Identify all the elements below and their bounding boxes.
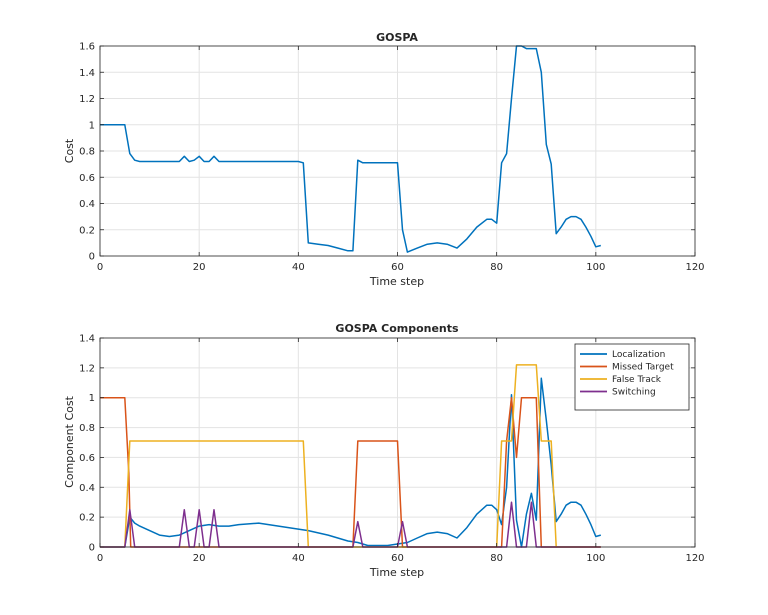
components-xtick-label: 40 <box>292 553 305 564</box>
gospa-ytick-label: 0.4 <box>79 199 95 210</box>
components-xtick-label: 120 <box>685 553 704 564</box>
gospa-xtick-label: 40 <box>292 262 305 273</box>
gospa-xtick-label: 20 <box>193 262 206 273</box>
components-xlabel: Time step <box>369 566 424 579</box>
components-ylabel: Component Cost <box>63 395 76 488</box>
components-ytick-label: 0.2 <box>79 513 95 524</box>
components-xtick-label: 0 <box>97 553 103 564</box>
gospa-ytick-label: 0 <box>89 252 95 263</box>
gospa-axes: GOSPA Time step Cost 0 20 40 60 80 100 120 0 0.2… <box>63 31 705 288</box>
legend-label-false-track: False Track <box>612 375 662 385</box>
gospa-xtick-label: 120 <box>685 262 704 273</box>
components-ytick-label: 0 <box>89 543 95 554</box>
gospa-series-cost-line <box>100 45 601 253</box>
components-ytick-label: 0.8 <box>79 423 95 434</box>
components-ytick-label: 1.2 <box>79 363 95 374</box>
gospa-xtick-label: 60 <box>391 262 404 273</box>
gospa-xtick-label: 80 <box>490 262 503 273</box>
gospa-xtick-label: 100 <box>586 262 605 273</box>
gospa-xtick-label: 0 <box>97 262 103 273</box>
gospa-ylabel: Cost <box>63 138 76 163</box>
components-ytick-label: 1 <box>89 393 95 404</box>
components-ytick-label: 1.4 <box>79 334 95 345</box>
legend-label-switching: Switching <box>612 388 656 398</box>
components-ytick-label: 0.6 <box>79 453 95 464</box>
gospa-xlabel: Time step <box>369 275 424 288</box>
legend-label-missed-target: Missed Target <box>612 363 674 373</box>
gospa-ytick-label: 0.8 <box>79 147 95 158</box>
components-xtick-label: 20 <box>193 553 206 564</box>
components-series-false-track-line <box>100 364 601 548</box>
gospa-ytick-label: 1 <box>89 120 95 131</box>
components-xtick-label: 80 <box>490 553 503 564</box>
components-legend: Localization Missed Target False Track Swit… <box>574 343 690 411</box>
legend-box <box>574 343 690 411</box>
components-xtick-label: 100 <box>586 553 605 564</box>
components-ytick-label: 0.4 <box>79 483 95 494</box>
gospa-ytick-label: 0.2 <box>79 225 95 236</box>
components-xtick-label: 60 <box>391 553 404 564</box>
gospa-ytick-label: 1.6 <box>79 42 95 53</box>
components-title: GOSPA Components <box>335 322 459 335</box>
legend-label-localization: Localization <box>612 350 665 360</box>
gospa-components-axes: GOSPA Components Time step Component Cos… <box>63 322 705 579</box>
gospa-ytick-label: 1.2 <box>79 94 95 105</box>
gospa-ytick-label: 0.6 <box>79 173 95 184</box>
gospa-title: GOSPA <box>376 31 418 44</box>
gospa-ytick-label: 1.4 <box>79 68 95 79</box>
